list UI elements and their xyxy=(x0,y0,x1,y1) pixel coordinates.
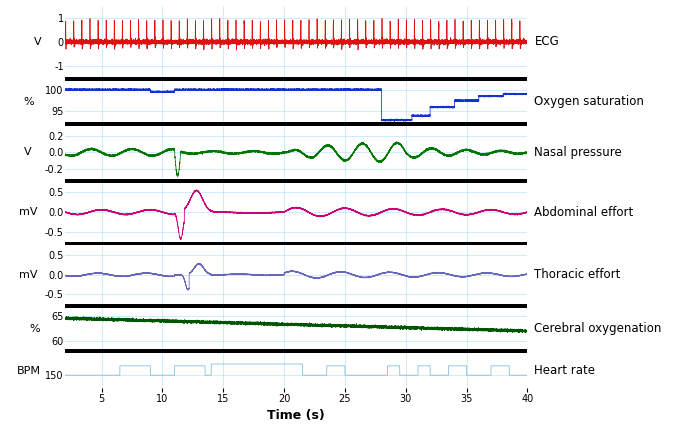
Text: ECG: ECG xyxy=(534,36,559,48)
Text: Oxygen saturation: Oxygen saturation xyxy=(534,95,645,108)
Y-axis label: mV: mV xyxy=(19,270,38,280)
X-axis label: Time (s): Time (s) xyxy=(267,409,325,423)
Text: Nasal pressure: Nasal pressure xyxy=(534,146,622,159)
Y-axis label: V: V xyxy=(34,37,41,47)
Text: Abdominal effort: Abdominal effort xyxy=(534,205,634,219)
Y-axis label: %: % xyxy=(23,97,34,106)
Y-axis label: %: % xyxy=(29,323,40,334)
Text: Thoracic effort: Thoracic effort xyxy=(534,268,621,281)
Y-axis label: mV: mV xyxy=(19,207,38,217)
Y-axis label: V: V xyxy=(25,148,32,157)
Y-axis label: BPM: BPM xyxy=(16,366,40,375)
Text: Cerebral oxygenation: Cerebral oxygenation xyxy=(534,322,662,335)
Text: Heart rate: Heart rate xyxy=(534,364,595,377)
